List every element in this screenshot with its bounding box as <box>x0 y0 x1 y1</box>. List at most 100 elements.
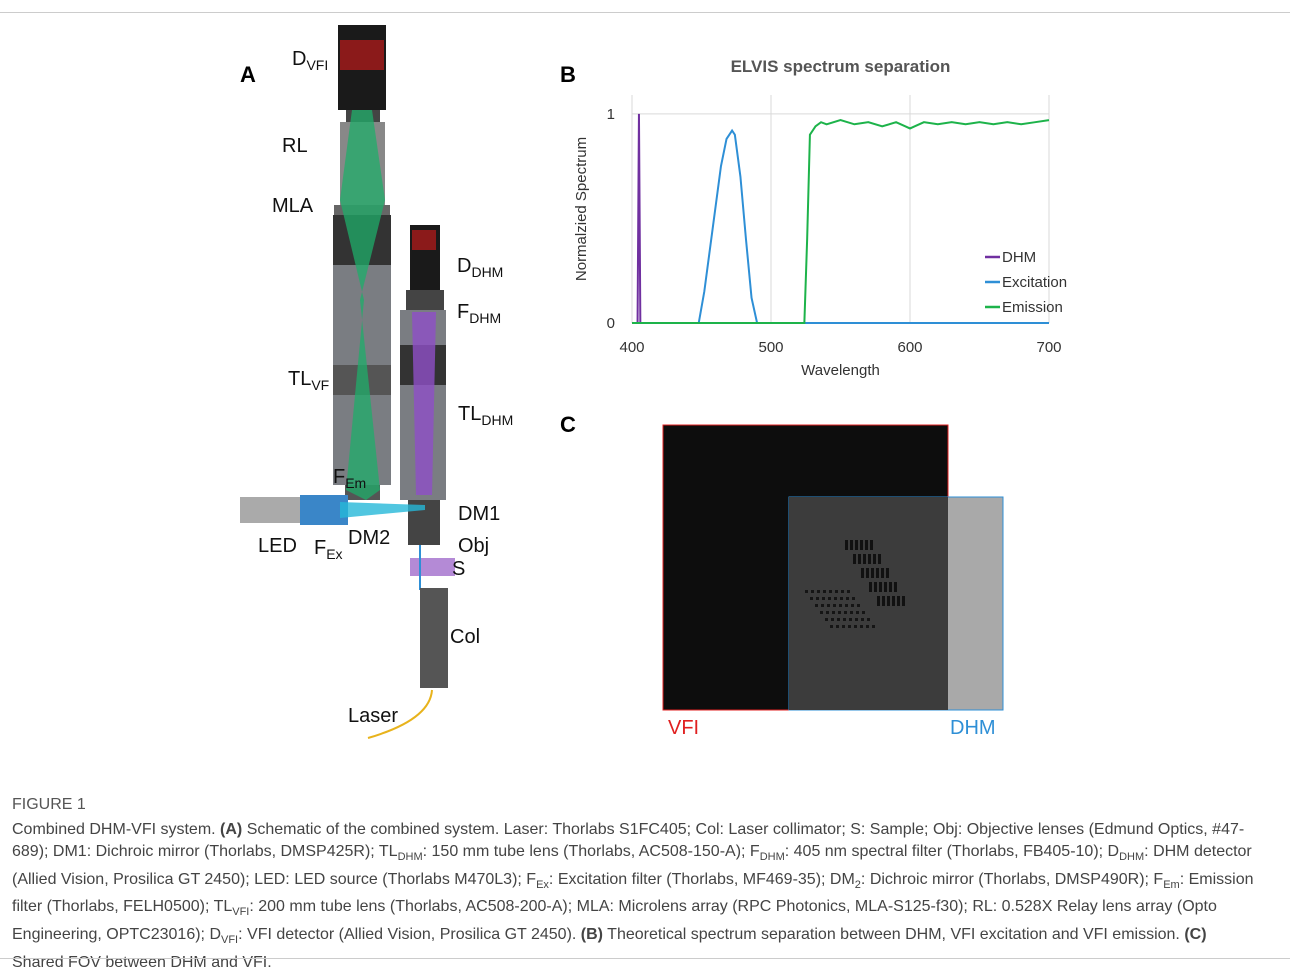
pattern-bar <box>853 554 856 564</box>
x-tick-label: 400 <box>619 339 644 356</box>
series-line <box>632 131 1049 323</box>
pattern-dot <box>825 618 828 621</box>
pattern-dot <box>816 597 819 600</box>
pattern-dot <box>856 611 859 614</box>
label-main: F <box>314 537 326 559</box>
label-sub: DHM <box>471 264 503 280</box>
caption-run: : Excitation filter (Thorlabs, MF469-35)… <box>549 871 855 888</box>
caption-run: DHM <box>1119 851 1144 863</box>
caption-run: : Dichroic mirror (Thorlabs, DMSP490R); … <box>861 871 1163 888</box>
pattern-dot <box>835 590 838 593</box>
pattern-bar <box>858 554 861 564</box>
label-sub: VF <box>311 377 329 393</box>
panel-label: C <box>560 412 576 437</box>
pattern-dot <box>845 604 848 607</box>
schematic <box>240 25 455 738</box>
pattern-dot <box>836 625 839 628</box>
pattern-dot <box>855 618 858 621</box>
schematic-label: RL <box>282 135 308 157</box>
label-sub: VFI <box>306 57 328 73</box>
label-main: Laser <box>348 705 398 727</box>
pattern-dot <box>815 604 818 607</box>
pattern-bar <box>860 540 863 550</box>
pattern-dot <box>831 618 834 621</box>
label-main: F <box>333 466 345 488</box>
pattern-dot <box>828 597 831 600</box>
y-tick-label: 0 <box>607 315 615 332</box>
pattern-bar <box>879 582 882 592</box>
label-sub: DHM <box>481 412 513 428</box>
y-tick-label: 1 <box>607 106 615 123</box>
pattern-dot <box>838 611 841 614</box>
caption-run: : 405 nm spectral filter (Thorlabs, FB40… <box>785 843 1119 860</box>
label-main: RL <box>282 135 308 157</box>
caption-run: (C) <box>1184 926 1206 943</box>
pattern-dot <box>832 611 835 614</box>
legend-label: DHM <box>1002 249 1036 266</box>
label-sub: Em <box>345 475 366 491</box>
label-main: MLA <box>272 195 314 217</box>
pattern-bar <box>874 582 877 592</box>
pattern-bar <box>882 596 885 606</box>
pattern-bar <box>897 596 900 606</box>
label-main: D <box>457 255 471 277</box>
label-main: LED <box>258 535 297 557</box>
pattern-bar <box>884 582 887 592</box>
caption-run: Combined DHM-VFI system. <box>12 821 220 838</box>
x-tick-label: 700 <box>1036 339 1061 356</box>
pattern-dot <box>850 611 853 614</box>
panel-label: B <box>560 62 576 87</box>
label-main: TL <box>288 368 311 390</box>
pattern-dot <box>862 611 865 614</box>
pattern-bar <box>889 582 892 592</box>
pattern-dot <box>840 597 843 600</box>
pattern-bar <box>887 596 890 606</box>
label-sub: DHM <box>469 310 501 326</box>
pattern-dot <box>847 590 850 593</box>
pattern-dot <box>849 618 852 621</box>
pattern-dot <box>822 597 825 600</box>
pattern-dot <box>857 604 860 607</box>
pattern-dot <box>810 597 813 600</box>
pattern-bar <box>868 554 871 564</box>
label-main: F <box>457 301 469 323</box>
caption-text: Combined DHM-VFI system. (A) Schematic o… <box>12 819 1262 974</box>
x-tick-label: 500 <box>758 339 783 356</box>
label-main: Obj <box>458 535 489 557</box>
schematic-label: FDHM <box>457 301 501 326</box>
schematic-label: MLA <box>272 195 314 217</box>
pattern-bar <box>865 540 868 550</box>
label-main: TL <box>458 403 481 425</box>
caption-run: Theoretical spectrum separation between … <box>603 926 1184 943</box>
schematic-label: LED <box>258 535 297 557</box>
caption-run: : 150 mm tube lens (Thorlabs, AC508-150-… <box>423 843 760 860</box>
schematic-label: TLVF <box>288 368 329 393</box>
caption-run: : VFI detector (Allied Vision, Prosilica… <box>238 926 581 943</box>
caption-run: (B) <box>581 926 603 943</box>
pattern-bar <box>869 582 872 592</box>
caption-run: Em <box>1163 879 1180 891</box>
pattern-dot <box>860 625 863 628</box>
pattern-dot <box>805 590 808 593</box>
pattern-dot <box>823 590 826 593</box>
y-axis-label: Normalzied Spectrum <box>573 137 590 281</box>
pattern-dot <box>841 590 844 593</box>
caption-run: VFI <box>221 934 238 946</box>
schematic-label: Obj <box>458 535 489 557</box>
pattern-bar <box>866 568 869 578</box>
caption-run: Shared FOV between DHM and VFI. <box>12 954 272 971</box>
pattern-dot <box>872 625 875 628</box>
pattern-dot <box>866 625 869 628</box>
pattern-dot <box>848 625 851 628</box>
pattern-dot <box>852 597 855 600</box>
legend-label: Excitation <box>1002 274 1067 291</box>
pattern-dot <box>861 618 864 621</box>
pattern-bar <box>876 568 879 578</box>
pattern-dot <box>834 597 837 600</box>
pattern-bar <box>845 540 848 550</box>
schematic-label: FEx <box>314 537 343 562</box>
image-label: VFI <box>668 717 699 739</box>
pattern-dot <box>851 604 854 607</box>
